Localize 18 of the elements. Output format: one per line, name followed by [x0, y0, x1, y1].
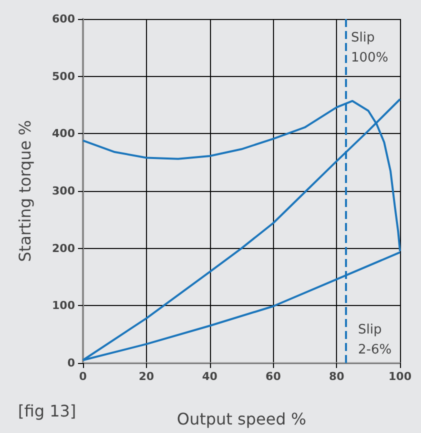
- x-tick-label: 60: [266, 370, 282, 383]
- text: [fig 13]: [18, 402, 76, 420]
- x-tick-label: 100: [388, 370, 412, 383]
- x-tick-label: 40: [202, 370, 218, 383]
- x-tick-label: 80: [328, 370, 345, 383]
- y-tick-label: 600: [52, 12, 76, 26]
- y-tick-label: 200: [52, 242, 76, 255]
- x-tick-label: 20: [138, 370, 154, 383]
- y-tick-label: 400: [52, 127, 76, 140]
- x-axis-title: Output speed %: [176, 410, 306, 428]
- annotation: Slip 100%: [351, 30, 388, 66]
- y-axis-title: Starting torque %: [16, 120, 34, 262]
- y-tick-label: 0: [67, 356, 76, 370]
- annotation: Slip 2-6%: [358, 322, 392, 358]
- y-tick-label: 300: [52, 184, 76, 198]
- y-tick-label: 500: [52, 70, 76, 83]
- y-tick-label: 100: [52, 299, 76, 312]
- x-tick-label: 0: [79, 370, 88, 383]
